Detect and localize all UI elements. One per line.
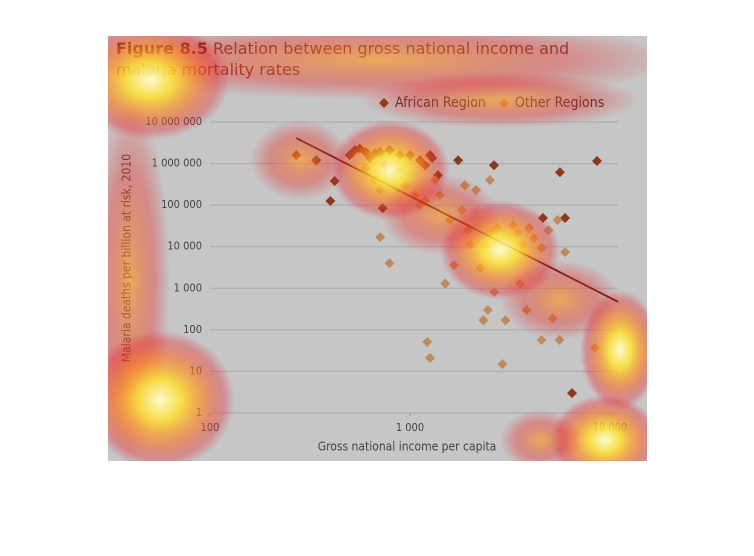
x-tick-label: 10 000 bbox=[593, 421, 628, 434]
y-tick-label: 100 bbox=[183, 323, 202, 336]
chart-title: Figure 8.5 Relation between gross nation… bbox=[116, 38, 626, 80]
point bbox=[482, 305, 493, 316]
figure-label: Figure 8.5 bbox=[116, 39, 208, 58]
point bbox=[422, 337, 433, 348]
y-tick-label: 1 000 bbox=[174, 281, 202, 294]
legend-text: Other Regions bbox=[515, 95, 604, 111]
point bbox=[554, 167, 565, 178]
point bbox=[497, 359, 508, 370]
point bbox=[384, 258, 395, 269]
x-axis-title: Gross national income per capita bbox=[318, 440, 497, 454]
point bbox=[560, 247, 571, 258]
point bbox=[453, 155, 464, 166]
point bbox=[478, 315, 489, 326]
y-tick-label: 100 000 bbox=[161, 198, 202, 211]
y-tick-label: 10 bbox=[189, 364, 202, 377]
legend-text: African Region bbox=[395, 95, 486, 111]
x-tick-label: 1 000 bbox=[396, 421, 424, 434]
y-tick-label: 1 000 000 bbox=[152, 157, 202, 170]
point bbox=[592, 156, 603, 167]
y-axis-title: Malaria deaths per billion at risk, 2010 bbox=[120, 154, 134, 362]
y-tick-label: 10 000 bbox=[167, 240, 202, 253]
x-tick-label: 100 bbox=[201, 421, 220, 434]
point bbox=[488, 160, 499, 171]
y-tick-label: 1 bbox=[196, 406, 202, 419]
y-tick-label: 10 000 000 bbox=[145, 115, 202, 128]
point bbox=[560, 213, 571, 224]
point bbox=[425, 353, 436, 364]
